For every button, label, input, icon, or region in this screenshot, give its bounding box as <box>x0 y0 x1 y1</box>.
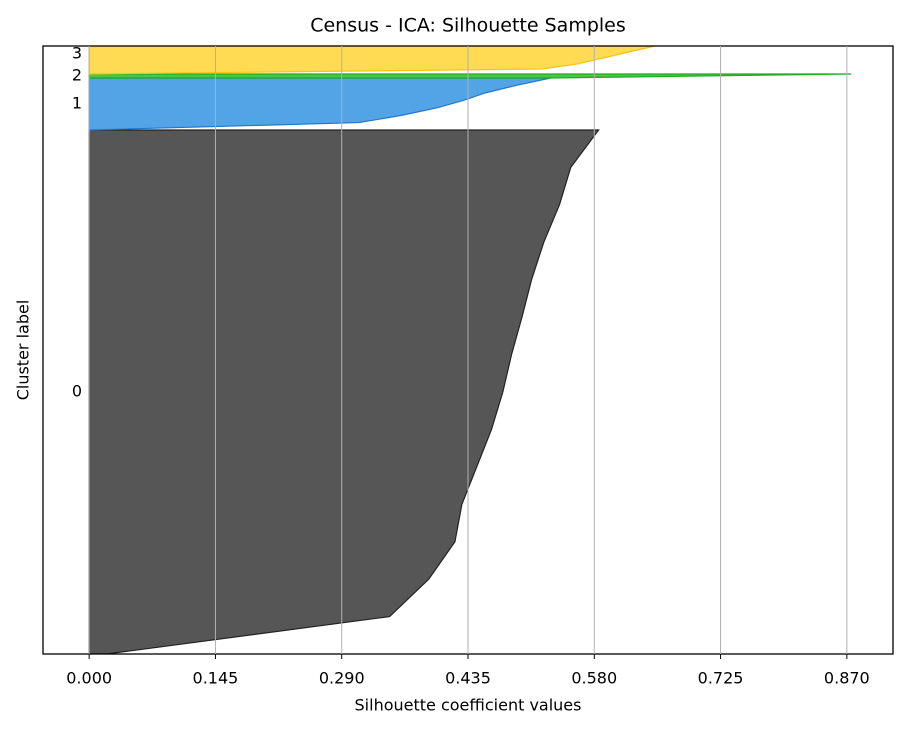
silhouette-area <box>88 46 658 75</box>
y-axis-label: Cluster label <box>14 300 33 401</box>
x-tick-label: 0.580 <box>571 669 617 688</box>
x-tick-label: 0.870 <box>824 669 870 688</box>
cluster-label: 1 <box>72 94 82 113</box>
chart-title: Census - ICA: Silhouette Samples <box>310 15 626 37</box>
x-tick-label: 0.725 <box>698 669 744 688</box>
cluster-label: 2 <box>72 66 82 85</box>
x-tick-label: 0.145 <box>193 669 239 688</box>
x-tick-label: 0.000 <box>66 669 112 688</box>
cluster-label: 0 <box>72 382 82 401</box>
cluster-label: 3 <box>72 44 82 63</box>
x-tick-label: 0.435 <box>445 669 491 688</box>
plot-area <box>88 46 852 654</box>
silhouette-area <box>88 129 600 654</box>
x-axis-label: Silhouette coefficient values <box>355 696 582 715</box>
x-tick-label: 0.290 <box>319 669 365 688</box>
